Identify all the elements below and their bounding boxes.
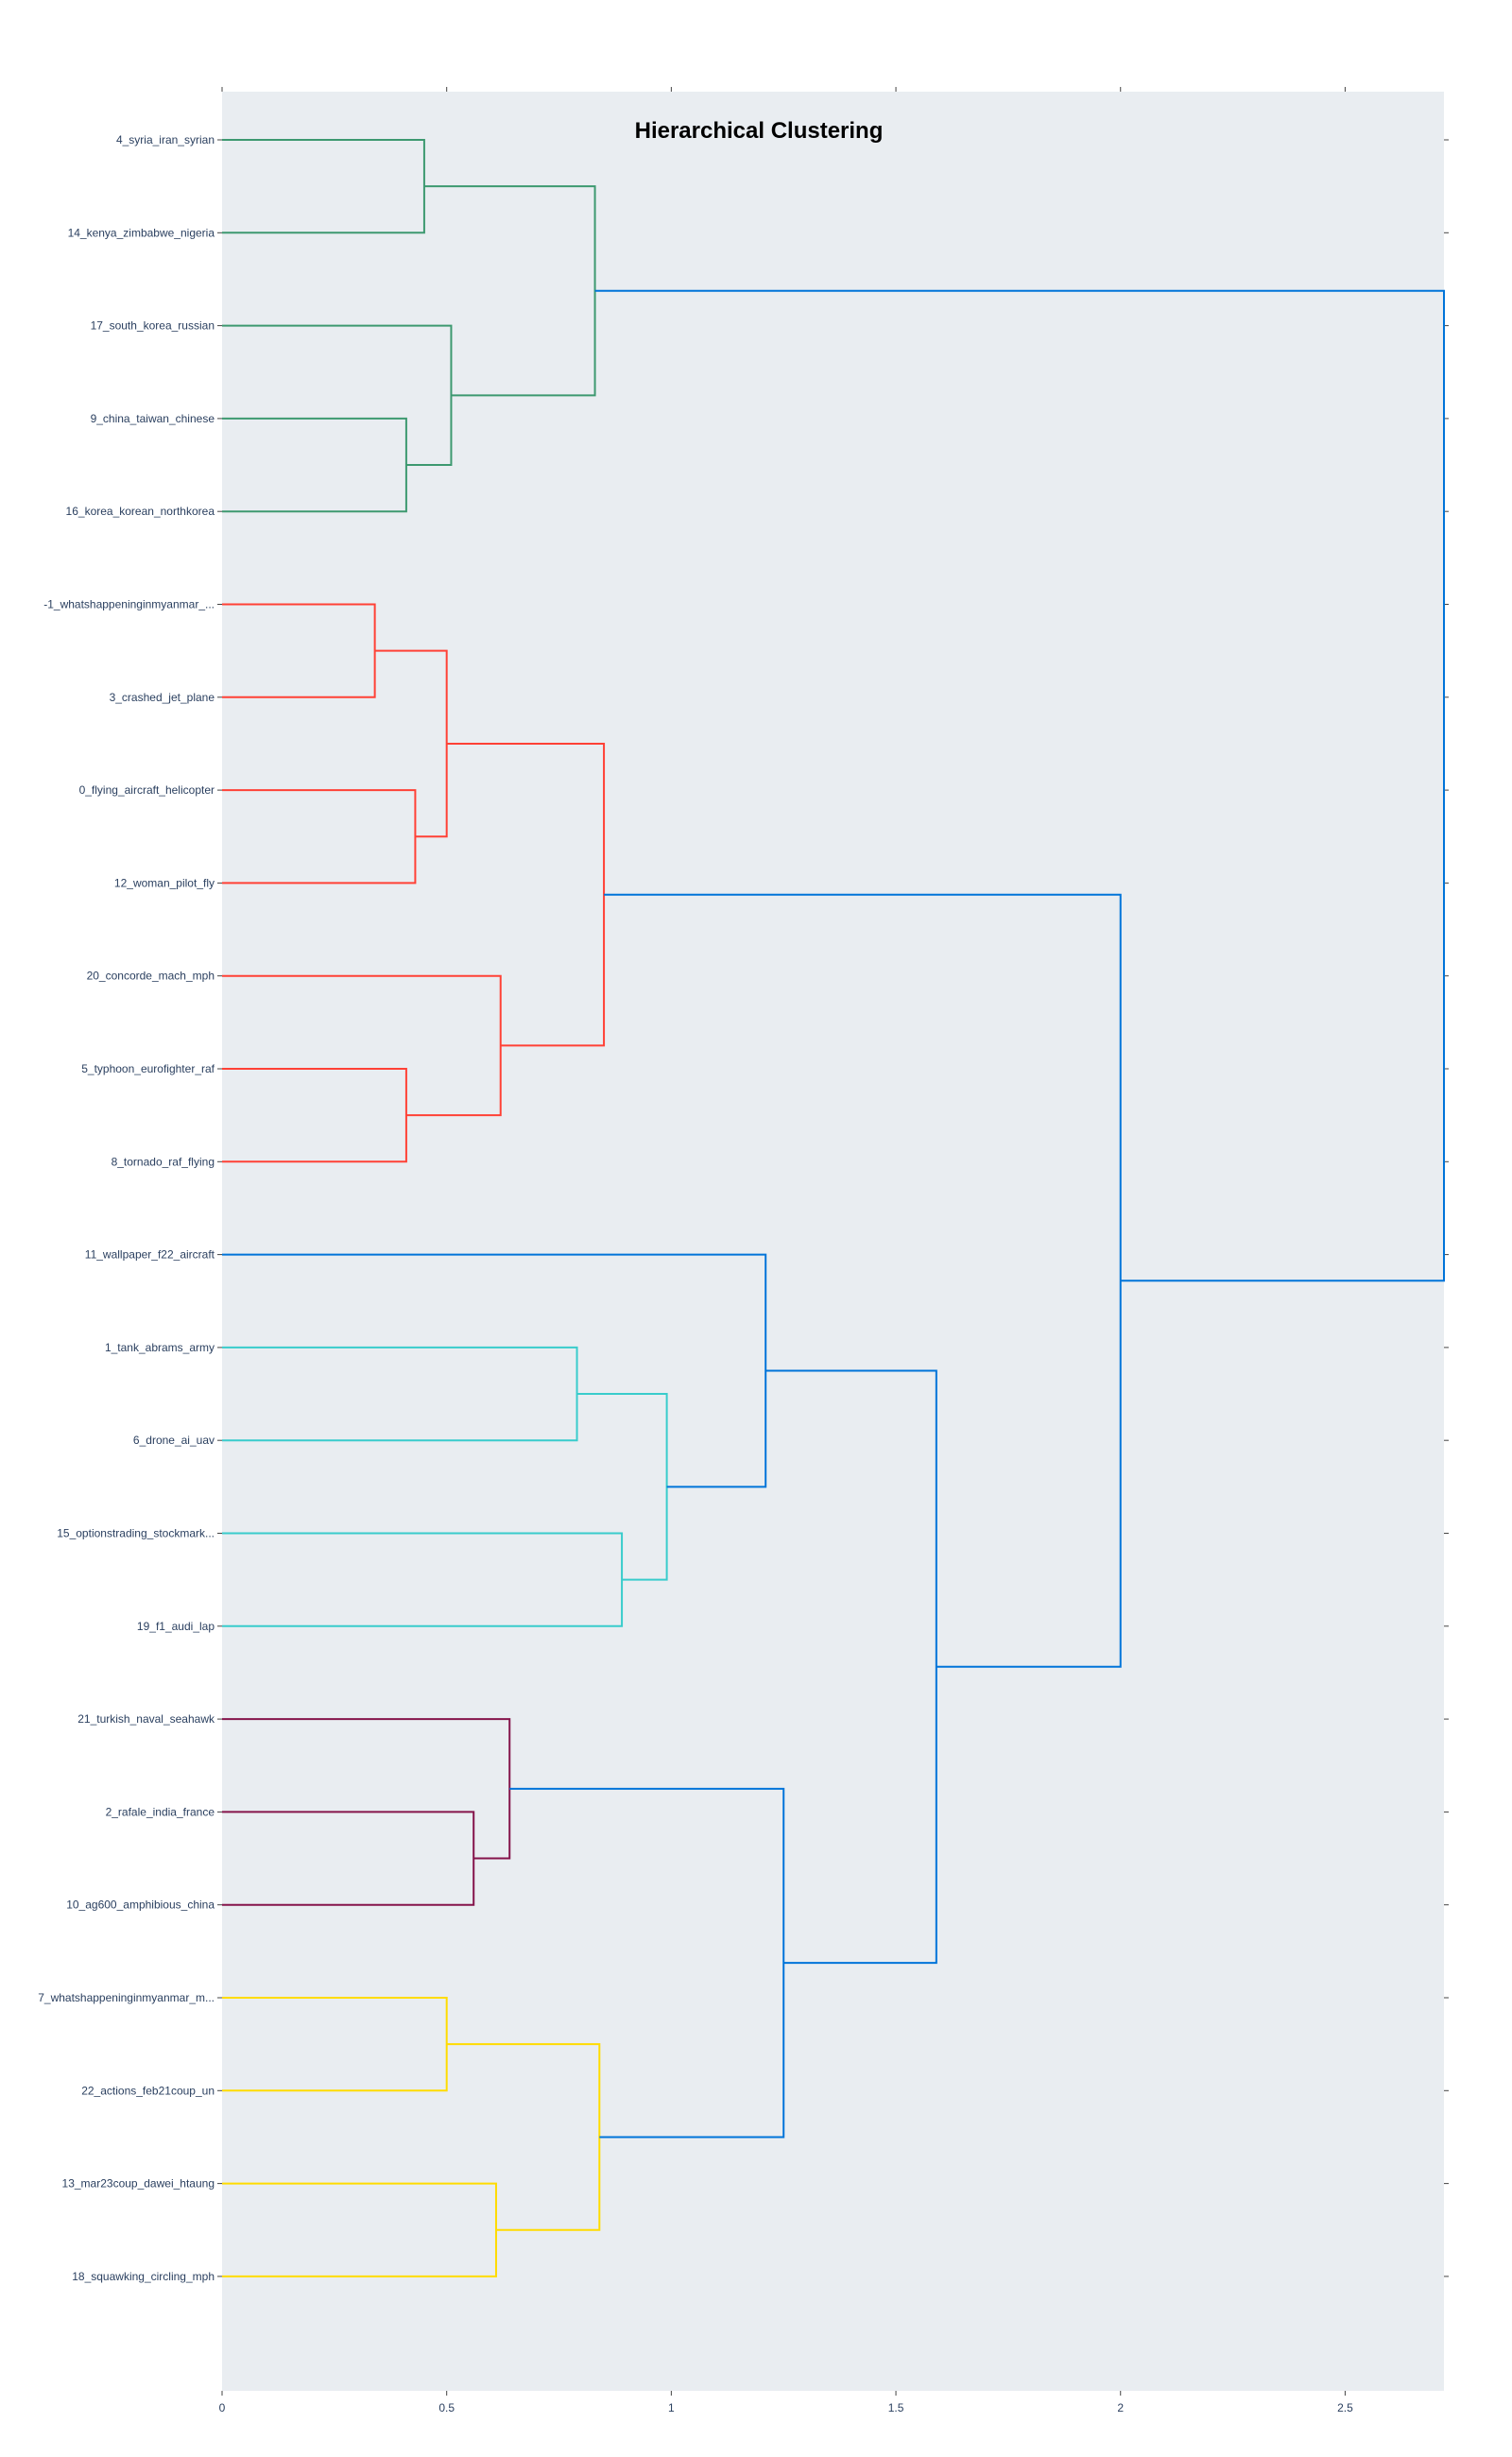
leaf-label: 1_tank_abrams_army — [105, 1341, 215, 1354]
leaf-label: 19_f1_audi_lap — [137, 1620, 215, 1633]
x-axis-top-ticks — [221, 87, 1346, 92]
leaf-label: 2_rafale_india_france — [106, 1805, 215, 1818]
leaf-label: 5_typhoon_eurofighter_raf — [81, 1062, 215, 1075]
cluster-link — [222, 2182, 497, 2277]
leaf-label: 10_ag600_amphibious_china — [66, 1899, 215, 1912]
leaf-labels: 4_syria_iran_syrian 14_kenya_zimbabwe_nig… — [38, 133, 222, 2283]
leaf-label: 15_optionstrading_stockmark... — [57, 1527, 215, 1540]
leaf-label: 21_turkish_naval_seahawk — [77, 1712, 215, 1726]
cluster-link — [423, 185, 596, 397]
leaf-label: 12_woman_pilot_fly — [114, 876, 215, 889]
leaf-label: 3_crashed_jet_plane — [110, 691, 215, 704]
leaf-label: 9_china_taiwan_chinese — [91, 412, 215, 425]
leaf-label: 14_kenya_zimbabwe_nigeria — [68, 226, 215, 239]
x-tick-label: 0 — [219, 2401, 226, 2414]
cluster-link — [222, 139, 425, 234]
cluster-link — [594, 289, 1445, 1282]
x-tick-label: 2 — [1117, 2401, 1124, 2414]
leaf-label: 8_tornado_raf_flying — [112, 1155, 215, 1168]
plot-background — [222, 92, 1444, 2391]
x-tick-label: 2.5 — [1337, 2401, 1353, 2414]
leaf-label: 20_concorde_mach_mph — [87, 970, 215, 983]
y-axis-right-ticks — [1444, 139, 1449, 2277]
x-axis-bottom-ticks — [221, 2391, 1346, 2396]
leaf-label: 7_whatshappeninginmyanmar_m... — [38, 1991, 215, 2004]
dendrogram-links — [222, 139, 1445, 2277]
leaf-label: 18_squawking_circling_mph — [72, 2270, 215, 2283]
leaf-label: 0_flying_aircraft_helicopter — [79, 783, 215, 797]
leaf-label: 4_syria_iran_syrian — [116, 133, 215, 146]
leaf-label: 16_korea_korean_northkorea — [66, 505, 215, 518]
cluster-link — [222, 1532, 624, 1627]
leaf-label: -1_whatshappeninginmyanmar_... — [43, 598, 215, 611]
leaf-label: 22_actions_feb21coup_un — [81, 2084, 215, 2097]
x-tick-label: 0.5 — [438, 2401, 455, 2414]
leaf-label: 17_south_korea_russian — [91, 319, 215, 333]
leaf-label: 13_mar23coup_dawei_htaung — [62, 2177, 215, 2191]
x-tick-labels: 0 0.5 1 1.5 2 2.5 — [219, 2401, 1353, 2414]
cluster-link — [222, 1346, 578, 1442]
cluster-link — [222, 1718, 511, 1860]
x-tick-label: 1.5 — [888, 2401, 904, 2414]
chart-title: Hierarchical Clustering — [635, 118, 884, 144]
leaf-label: 11_wallpaper_f22_aircraft — [85, 1248, 215, 1262]
x-tick-label: 1 — [668, 2401, 675, 2414]
cluster-link — [222, 789, 417, 885]
leaf-label: 6_drone_ai_uav — [133, 1434, 215, 1447]
